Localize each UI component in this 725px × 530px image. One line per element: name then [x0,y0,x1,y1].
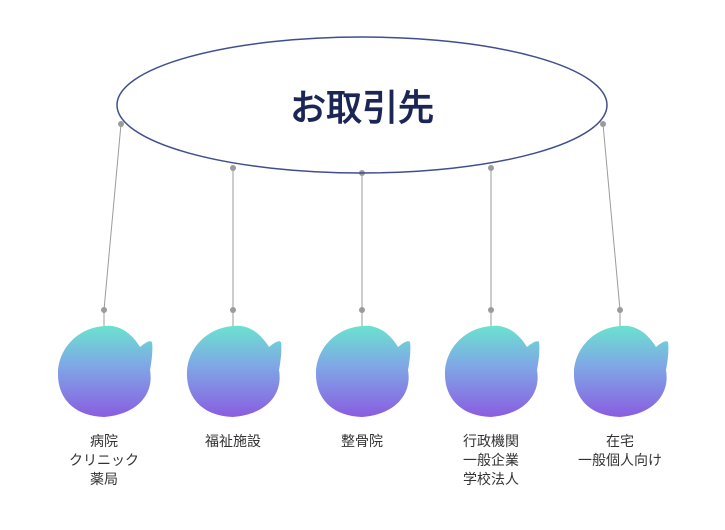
connector-dot-mid [359,307,365,313]
category-label-line: 学校法人 [463,470,519,489]
category-label-line: 一般企業 [463,451,519,470]
category-label-line: 福祉施設 [205,432,261,451]
connector-dot-top [488,165,494,171]
connector-dot-top [600,121,606,127]
category-blob [183,320,283,420]
connector-dot-mid [230,307,236,313]
category-blob [54,320,154,420]
category-label-line: 行政機関 [463,432,519,451]
category-label-line: 整骨院 [341,432,383,451]
category-label: 行政機関一般企業学校法人 [463,432,519,489]
category-label-line: 一般個人向け [578,451,662,470]
category-label-line: クリニック [69,451,139,470]
category-label-line: 病院 [69,432,139,451]
blob-shape [187,326,281,417]
category-label: 整骨院 [341,432,383,451]
connector-dot-mid [101,307,107,313]
ellipse-title: お取引先 [290,79,434,131]
category-blob [441,320,541,420]
category-label: 在宅一般個人向け [578,432,662,470]
category-label: 福祉施設 [205,432,261,451]
category-blob [570,320,670,420]
connector-dot-top [118,121,124,127]
blob-shape [316,326,410,417]
category-label-line: 薬局 [69,470,139,489]
connector-dot-mid [488,307,494,313]
category-blob [312,320,412,420]
blob-shape [574,326,668,417]
diagram-stage: お取引先 病院クリニック薬局 福祉施設 整骨院 行政機関一般企業学校法人 在宅一般個人向… [0,0,725,530]
category-label-line: 在宅 [578,432,662,451]
connector-dot-top [230,165,236,171]
blob-shape [58,326,152,417]
connector-dot-mid [617,307,623,313]
category-label: 病院クリニック薬局 [69,432,139,489]
connector-dot-top [359,170,365,176]
blob-shape [445,326,539,417]
